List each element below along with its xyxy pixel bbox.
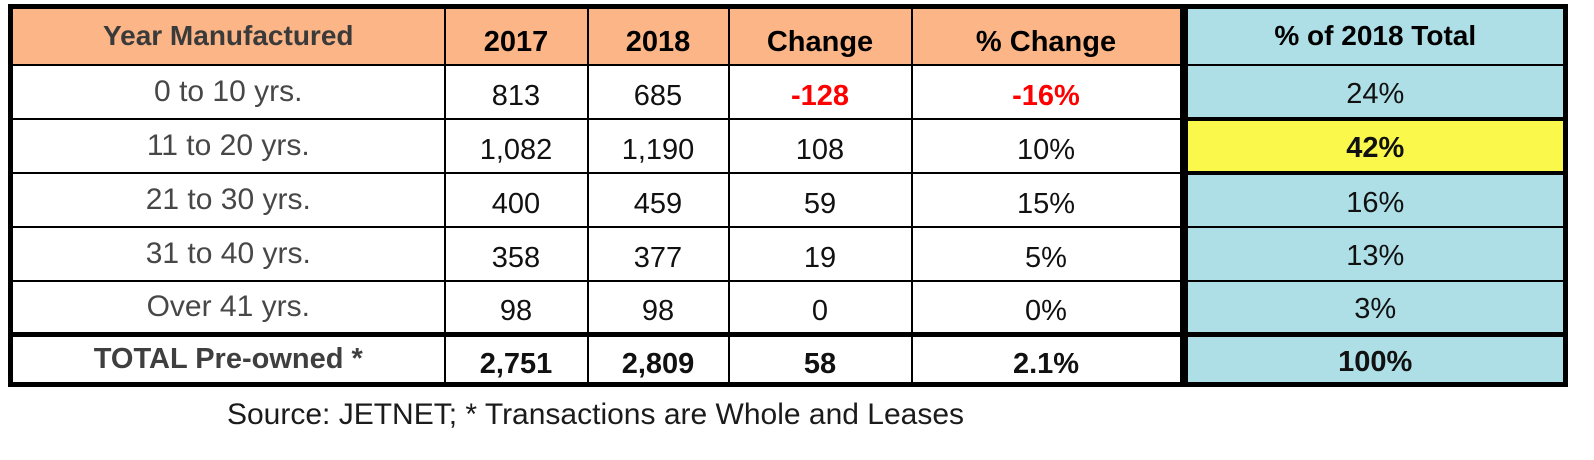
- cell-pct-of-total: 16%: [1179, 171, 1567, 228]
- table-row-0-to-10: 0 to 10 yrs. 813 685 -128 -16% 24%: [9, 63, 1567, 120]
- cell-change-negative: -128: [727, 63, 913, 120]
- cell-2017: 358: [443, 225, 589, 282]
- total-pct-of-total: 100%: [1179, 332, 1567, 386]
- cell-2018: 1,190: [586, 117, 730, 174]
- cell-pct-change: 0%: [910, 279, 1185, 336]
- cell-2017: 813: [443, 63, 589, 120]
- table-row-total: TOTAL Pre-owned * 2,751 2,809 58 2.1% 10…: [9, 332, 1567, 386]
- row-label: 31 to 40 yrs.: [9, 225, 446, 282]
- total-2018: 2,809: [586, 332, 730, 386]
- header-2017: 2017: [443, 5, 589, 66]
- total-2017: 2,751: [443, 332, 589, 386]
- cell-2017: 400: [443, 171, 589, 228]
- cell-pct-change: 5%: [910, 225, 1185, 282]
- cell-pct-of-total: 13%: [1179, 225, 1567, 282]
- total-label: TOTAL Pre-owned *: [9, 332, 446, 386]
- row-label: 11 to 20 yrs.: [9, 117, 446, 174]
- cell-2018: 98: [586, 279, 730, 336]
- table-row-over-41: Over 41 yrs. 98 98 0 0% 3%: [9, 279, 1567, 336]
- cell-2018: 685: [586, 63, 730, 120]
- cell-change: 19: [727, 225, 913, 282]
- header-pct-change: % Change: [910, 5, 1185, 66]
- cell-change: 108: [727, 117, 913, 174]
- header-change: Change: [727, 5, 913, 66]
- row-label: 21 to 30 yrs.: [9, 171, 446, 228]
- table-row-21-to-30: 21 to 30 yrs. 400 459 59 15% 16%: [9, 171, 1567, 228]
- table-row-11-to-20: 11 to 20 yrs. 1,082 1,190 108 10% 42%: [9, 116, 1567, 175]
- preowned-transactions-table: Year Manufactured 2017 2018 Change % Cha…: [8, 4, 1568, 387]
- cell-2017: 98: [443, 279, 589, 336]
- cell-pct-change: 10%: [910, 117, 1185, 174]
- table-row-31-to-40: 31 to 40 yrs. 358 377 19 5% 13%: [9, 225, 1567, 282]
- cell-pct-of-total: 24%: [1179, 63, 1567, 120]
- cell-pct-of-total: 3%: [1179, 279, 1567, 336]
- cell-2018: 459: [586, 171, 730, 228]
- cell-pct-change-negative: -16%: [910, 63, 1185, 120]
- row-label: Over 41 yrs.: [9, 279, 446, 336]
- header-year-manufactured: Year Manufactured: [9, 5, 446, 66]
- header-pct-of-2018-total: % of 2018 Total: [1179, 5, 1567, 66]
- cell-change: 59: [727, 171, 913, 228]
- preowned-aircraft-table-figure: Year Manufactured 2017 2018 Change % Cha…: [8, 4, 1568, 431]
- cell-change: 0: [727, 279, 913, 336]
- total-pct-change: 2.1%: [910, 332, 1185, 386]
- cell-pct-change: 15%: [910, 171, 1185, 228]
- row-label: 0 to 10 yrs.: [9, 63, 446, 120]
- header-row: Year Manufactured 2017 2018 Change % Cha…: [9, 5, 1567, 66]
- source-note: Source: JETNET; * Transactions are Whole…: [226, 398, 965, 431]
- total-change: 58: [727, 332, 913, 386]
- cell-2017: 1,082: [443, 117, 589, 174]
- header-2018: 2018: [586, 5, 730, 66]
- cell-pct-of-total-highlighted: 42%: [1179, 116, 1567, 175]
- cell-2018: 377: [586, 225, 730, 282]
